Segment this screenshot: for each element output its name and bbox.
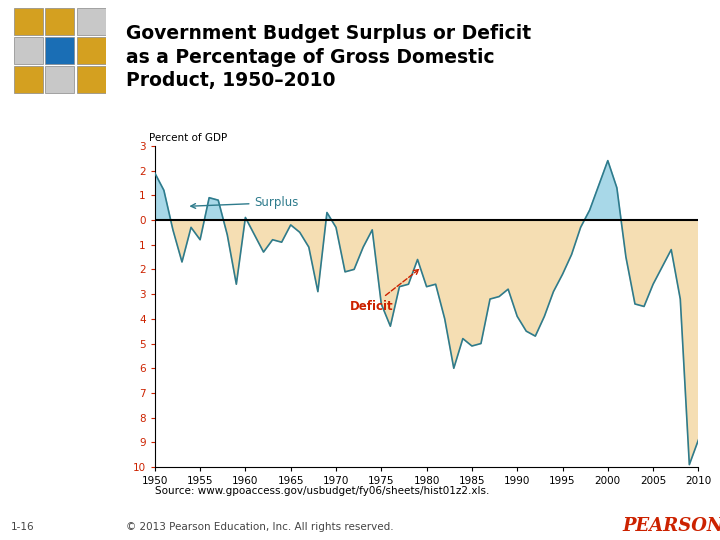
Bar bbox=[45, 66, 74, 93]
Text: Percent of GDP: Percent of GDP bbox=[149, 133, 228, 143]
Bar bbox=[45, 8, 74, 35]
Bar bbox=[77, 8, 106, 35]
Bar bbox=[77, 66, 106, 93]
Text: 1-16: 1-16 bbox=[11, 522, 35, 532]
Text: PEARSON: PEARSON bbox=[623, 517, 720, 535]
Bar bbox=[45, 37, 74, 64]
Text: Source: www.gpoaccess.gov/usbudget/fy06/sheets/hist01z2.xls.: Source: www.gpoaccess.gov/usbudget/fy06/… bbox=[155, 486, 489, 496]
Bar bbox=[14, 8, 42, 35]
Text: © 2013 Pearson Education, Inc. All rights reserved.: © 2013 Pearson Education, Inc. All right… bbox=[126, 522, 394, 532]
Text: Surplus: Surplus bbox=[191, 196, 299, 209]
Bar bbox=[14, 66, 42, 93]
Text: Deficit: Deficit bbox=[350, 269, 418, 313]
Bar bbox=[14, 37, 42, 64]
Text: Government Budget Surplus or Deficit
as a Percentage of Gross Domestic
Product, : Government Budget Surplus or Deficit as … bbox=[126, 24, 531, 90]
Bar bbox=[77, 37, 106, 64]
